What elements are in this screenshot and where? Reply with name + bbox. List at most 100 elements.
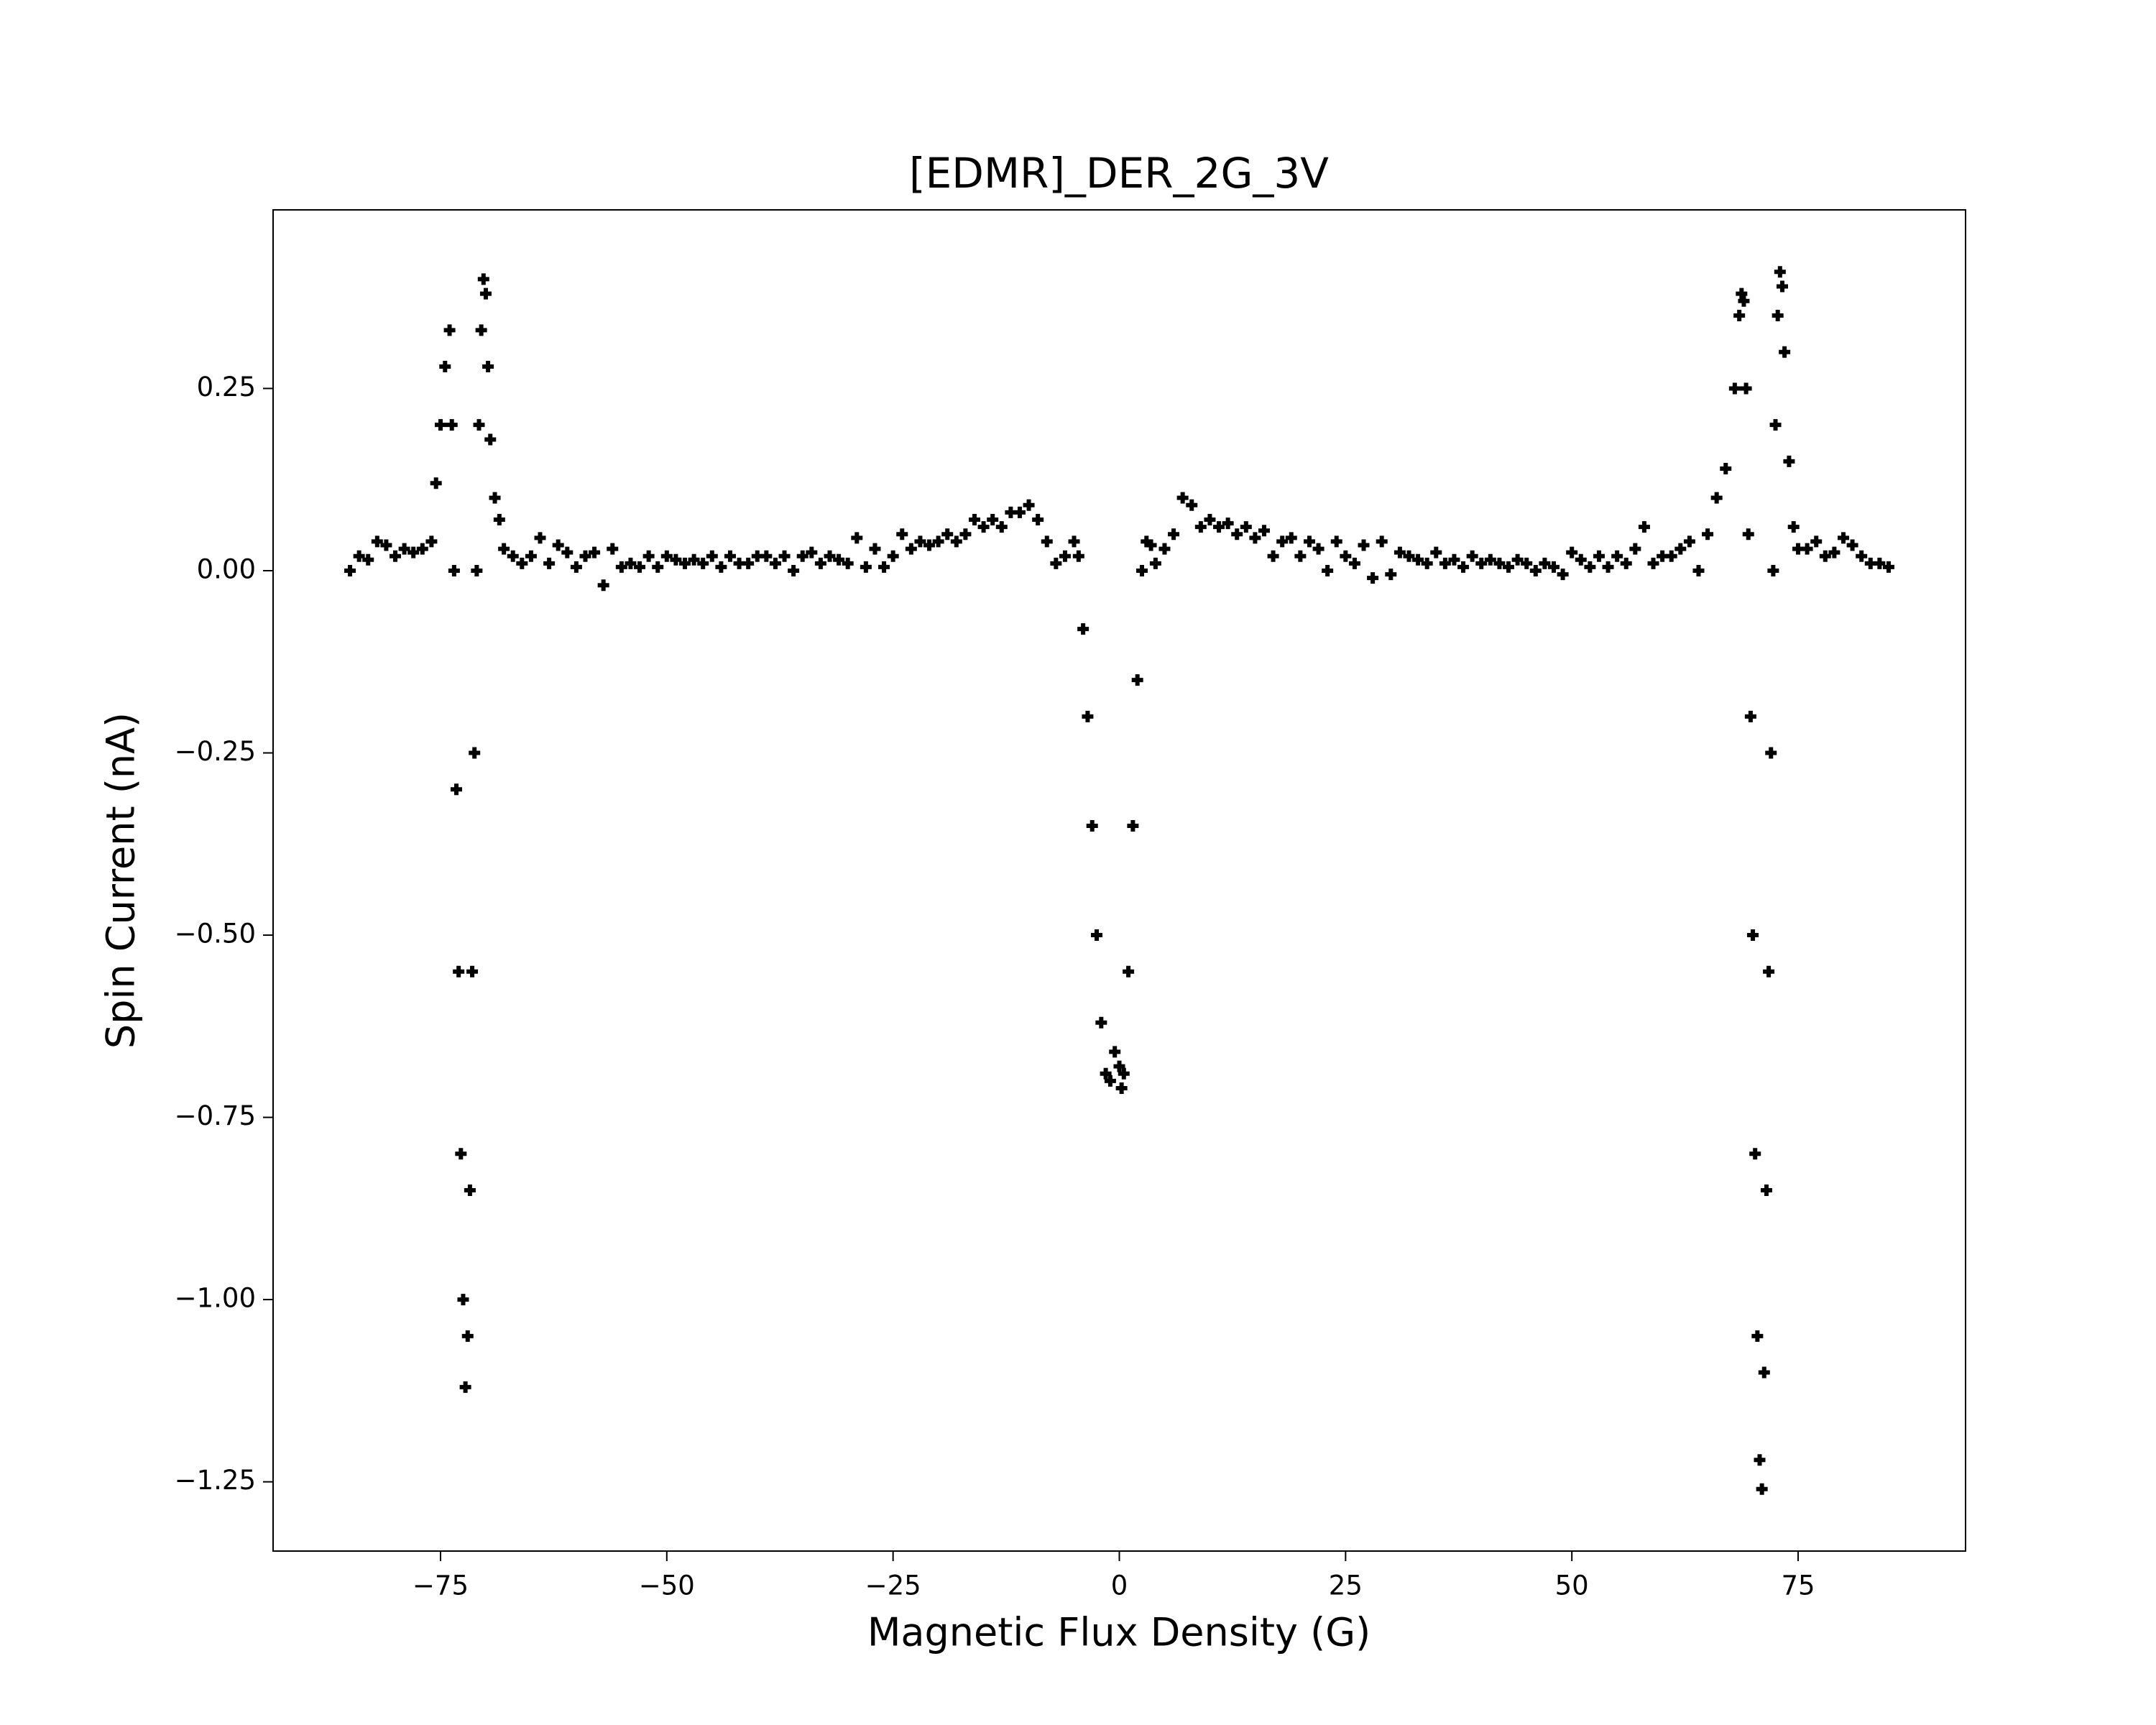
data-point [543,557,556,569]
data-point [1276,535,1289,548]
data-point [634,561,646,573]
data-point [484,433,497,446]
data-point [688,553,700,566]
data-point [1493,557,1506,569]
data-point [1118,1067,1130,1080]
x-tick-label: 25 [1329,1570,1363,1601]
data-point [459,1381,471,1393]
data-point [380,539,392,551]
data-point [1430,546,1442,558]
data-point [453,965,465,978]
data-point [1484,553,1496,566]
data-point [475,324,487,336]
data-point [1068,535,1080,548]
data-point [439,361,451,373]
data-point [1638,521,1650,533]
x-tick-label: 0 [1111,1570,1128,1601]
data-point [1231,528,1243,540]
data-point [1747,929,1759,942]
y-tick-label: 0.25 [197,372,256,402]
data-point [1593,550,1605,562]
data-point [1005,506,1017,518]
data-point [860,561,872,573]
data-point [570,561,582,573]
data-point [1779,346,1791,358]
data-point [1611,550,1623,562]
data-point [464,1184,476,1197]
data-point [1032,514,1044,526]
data-point [1303,535,1315,548]
data-point [1285,532,1297,544]
data-point [1749,1148,1761,1160]
data-point [1186,499,1198,511]
data-point [1100,1067,1112,1080]
data-point [353,550,365,562]
y-tick-label: −0.75 [175,1100,256,1131]
data-point [507,550,519,562]
data-point [1109,1046,1121,1058]
y-tick-label: 0.00 [197,553,256,584]
data-point [987,514,999,526]
data-point [896,528,908,540]
data-point [1756,1483,1768,1495]
data-point [534,532,546,544]
data-point [446,419,458,431]
data-point [471,564,483,576]
data-point [1575,553,1587,566]
data-point [443,324,456,336]
data-point [1412,553,1424,566]
data-point [469,747,481,759]
y-tick-label: −0.25 [175,736,256,767]
data-point [1240,521,1252,533]
data-point [407,546,420,558]
data-point [390,550,402,562]
data-point [1258,525,1270,537]
data-point [1769,419,1782,431]
data-point [1348,557,1360,569]
data-point [1647,557,1659,569]
data-point [1733,310,1746,322]
data-point [1765,747,1777,759]
data-point [932,535,944,548]
data-point [552,539,564,551]
data-point [493,514,505,526]
data-point [525,550,537,562]
data-point [1692,564,1705,576]
data-point [1874,557,1886,569]
data-point [788,564,800,576]
data-point [1135,564,1148,576]
data-point [977,521,990,533]
data-point [473,419,485,431]
plot-frame [272,209,1966,1552]
data-point [1385,569,1397,581]
x-tick-label: −25 [865,1570,921,1601]
x-tick-label: −50 [639,1570,695,1601]
data-point [905,543,917,555]
data-point [1095,1016,1107,1029]
data-point [724,550,736,562]
data-point [1767,564,1779,576]
data-point [1376,535,1388,548]
data-point [1657,550,1669,562]
data-point [1760,1184,1772,1197]
data-point [1547,561,1560,573]
data-point [561,546,573,558]
data-point [1783,455,1795,467]
data-point [1115,1082,1128,1095]
data-point [1086,819,1098,832]
data-point [969,514,981,526]
data-point [434,419,446,431]
data-point [1194,521,1207,533]
data-point [1856,550,1868,562]
data-point [615,561,627,573]
data-point [642,550,655,562]
data-point [1131,674,1143,686]
data-point [1358,539,1370,551]
data-point [1710,492,1723,504]
data-point [477,273,489,285]
data-point [1168,528,1180,540]
data-point [869,543,881,555]
data-point [607,543,619,555]
data-point [1466,550,1478,562]
